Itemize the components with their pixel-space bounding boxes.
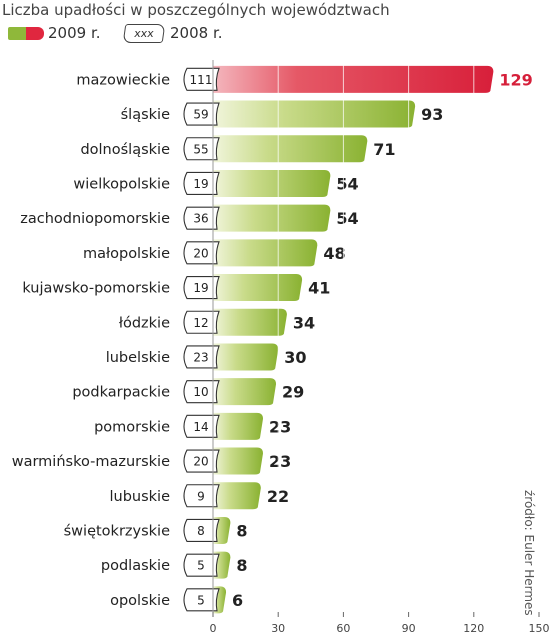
bar-7 [213, 274, 303, 302]
prev-year-value: 10 [193, 385, 208, 399]
tick-label: 90 [402, 622, 416, 635]
prev-year-box [183, 310, 220, 334]
tick-label: 150 [529, 622, 550, 635]
category-label: lubuskie [109, 489, 170, 505]
prev-year-value: 23 [193, 350, 208, 364]
value-label: 23 [269, 417, 291, 436]
prev-year-value: 19 [193, 177, 208, 191]
prev-year-value: 9 [197, 489, 205, 503]
bar-4 [213, 169, 331, 197]
value-label: 48 [323, 244, 345, 263]
tick-label: 30 [271, 622, 285, 635]
value-label: 93 [421, 105, 443, 124]
bar-3 [213, 135, 368, 163]
value-label: 8 [236, 556, 247, 575]
prev-year-box [183, 276, 220, 300]
prev-year-value: 5 [197, 559, 205, 573]
prev-year-box [183, 380, 220, 404]
prev-year-value: 20 [193, 455, 208, 469]
category-label: lubelskie [106, 350, 170, 366]
value-label: 54 [336, 174, 358, 193]
prev-year-box [183, 414, 220, 438]
prev-year-box [183, 67, 220, 91]
prev-year-box [183, 171, 220, 195]
value-label: 30 [284, 348, 306, 367]
prev-year-box [183, 484, 220, 508]
prev-year-value: 55 [193, 142, 208, 156]
bar-12 [213, 447, 263, 475]
value-label: 41 [308, 279, 330, 298]
prev-year-box [183, 241, 220, 265]
category-label: śląskie [121, 107, 170, 123]
source-note: źródło: Euler Hermes [522, 490, 536, 616]
legend-label-2009: 2009 r. [48, 24, 101, 42]
prev-year-value: 59 [193, 108, 208, 122]
bar-6 [213, 239, 318, 267]
bar-5 [213, 204, 331, 232]
category-label: warmińsko-mazurskie [12, 454, 170, 470]
tick-label: 0 [210, 622, 217, 635]
category-label: pomorskie [94, 419, 170, 435]
prev-year-box [183, 449, 220, 473]
prev-year-box [183, 137, 220, 161]
prev-year-value: 5 [197, 593, 205, 607]
tick-label: 60 [336, 622, 350, 635]
value-label: 129 [499, 70, 532, 89]
prev-year-box [183, 102, 220, 126]
category-label: kujawsko-pomorskie [22, 281, 170, 297]
bar-13 [213, 482, 261, 510]
category-label: opolskie [110, 593, 170, 609]
prev-year-value: 36 [193, 212, 208, 226]
prev-year-value: 20 [193, 246, 208, 260]
bar-10 [213, 378, 277, 406]
prev-year-box [183, 206, 220, 230]
value-label: 54 [336, 209, 358, 228]
bar-9 [213, 343, 279, 371]
category-label: świętokrzyskie [64, 523, 170, 539]
value-label: 34 [293, 313, 315, 332]
category-label: wielkopolskie [73, 176, 170, 192]
prev-year-value: 12 [193, 316, 208, 330]
category-label: dolnośląskie [80, 142, 170, 158]
value-label: 6 [232, 591, 243, 610]
value-label: 29 [282, 383, 304, 402]
value-label: 23 [269, 452, 291, 471]
category-label: małopolskie [83, 246, 170, 262]
chart-title: Liczba upadłości w poszczególnych wojewó… [2, 1, 390, 19]
legend-label-2008: 2008 r. [170, 24, 223, 42]
tick-label: 120 [463, 622, 484, 635]
bar-8 [213, 308, 287, 336]
prev-year-value: 19 [193, 281, 208, 295]
category-label: łódzkie [119, 315, 170, 331]
category-label: podlaskie [101, 558, 170, 574]
category-label: mazowieckie [76, 72, 170, 88]
bar-2 [213, 100, 416, 128]
category-label: zachodniopomorskie [20, 211, 170, 227]
bar-1 [213, 65, 494, 93]
prev-year-box [183, 588, 220, 612]
value-label: 71 [373, 140, 395, 159]
prev-year-value: 8 [197, 524, 205, 538]
category-label: podkarpackie [72, 385, 170, 401]
legend-swatch-2009 [8, 27, 44, 40]
prev-year-value: 111 [190, 73, 213, 87]
prev-year-box [183, 518, 220, 542]
value-label: 8 [236, 521, 247, 540]
prev-year-box [183, 553, 220, 577]
bar-11 [213, 412, 263, 440]
prev-year-value: 14 [193, 420, 208, 434]
prev-year-box [183, 345, 220, 369]
